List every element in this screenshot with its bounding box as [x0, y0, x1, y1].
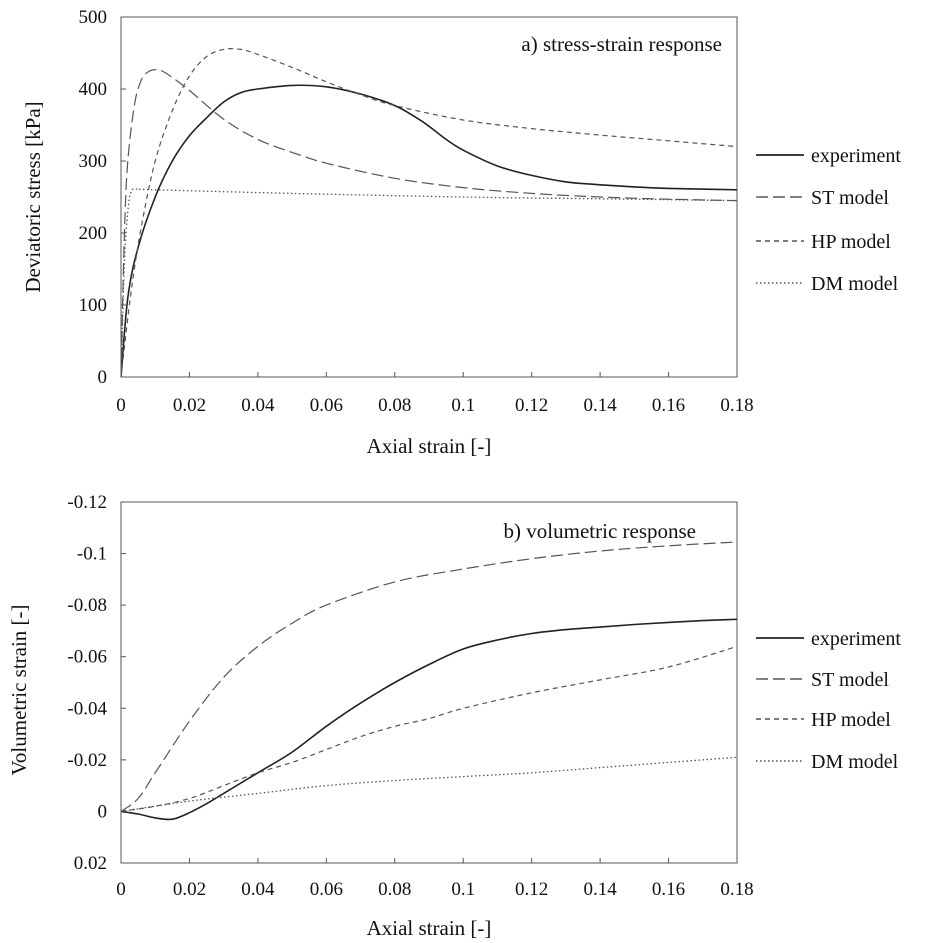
- x-tick-label: 0.18: [720, 879, 753, 900]
- legend-label-hp-model: HP model: [811, 231, 891, 253]
- x-tick-label: 0.08: [378, 395, 411, 416]
- x-tick-label: 0.02: [173, 395, 206, 416]
- plot-frame: [120, 16, 738, 378]
- legend-label-experiment: experiment: [811, 628, 901, 650]
- x-tick-label: 0.1: [451, 879, 475, 900]
- chart-a-x-axis-label: Axial strain [-]: [367, 434, 492, 458]
- x-tick-label: 0.08: [378, 879, 411, 900]
- x-tick-label: 0.16: [652, 879, 685, 900]
- legend-label-experiment: experiment: [811, 145, 901, 167]
- chart-b-x-axis-label: Axial strain [-]: [367, 916, 492, 940]
- x-tick-label: 0.02: [173, 879, 206, 900]
- series-line-st-model: [121, 541, 737, 812]
- x-tick-label: 0.16: [652, 395, 685, 416]
- y-tick-label: -0.1: [77, 544, 107, 565]
- x-tick-label: 0.18: [720, 395, 753, 416]
- y-tick-label: 0: [98, 801, 108, 822]
- x-tick-label: 0: [116, 879, 126, 900]
- y-tick-label: 500: [79, 7, 108, 28]
- series-line-experiment: [121, 618, 737, 821]
- x-tick-label: 0.1: [451, 395, 475, 416]
- legend-label-dm-model: DM model: [811, 273, 899, 295]
- y-tick-label: 200: [79, 223, 108, 244]
- stress-strain-chart: a) stress-strain response Axial strain […: [21, 7, 901, 458]
- series-line-dm-model: [121, 188, 737, 377]
- chart-b-annotation: b) volumetric response: [504, 519, 696, 543]
- x-tick-label: 0.06: [310, 395, 343, 416]
- series-line-dm-model: [121, 756, 737, 813]
- x-tick-label: 0.04: [241, 879, 275, 900]
- x-tick-label: 0.14: [583, 395, 617, 416]
- y-tick-label: -0.04: [67, 698, 107, 719]
- x-tick-label: 0.04: [241, 395, 275, 416]
- legend-label-hp-model: HP model: [811, 709, 891, 731]
- y-tick-label: -0.08: [67, 595, 107, 616]
- x-tick-label: 0: [116, 395, 126, 416]
- legend-label-st-model: ST model: [811, 187, 889, 209]
- y-tick-label: 0.02: [74, 853, 107, 874]
- volumetric-chart: b) volumetric response Axial strain [-] …: [7, 492, 901, 940]
- x-tick-label: 0.14: [583, 879, 617, 900]
- x-tick-label: 0.06: [310, 879, 343, 900]
- plot-frame: [120, 501, 738, 864]
- x-tick-label: 0.12: [515, 395, 548, 416]
- y-tick-label: 400: [79, 79, 108, 100]
- y-tick-label: 300: [79, 151, 108, 172]
- y-tick-label: -0.12: [67, 492, 107, 513]
- chart-a-y-axis-label: Deviatoric stress [kPa]: [21, 101, 45, 292]
- y-tick-label: -0.06: [67, 647, 107, 668]
- series-line-hp-model: [121, 48, 737, 377]
- series-line-experiment: [121, 84, 737, 377]
- y-tick-label: -0.02: [67, 750, 107, 771]
- legend-label-st-model: ST model: [811, 669, 889, 691]
- chart-a-annotation: a) stress-strain response: [521, 32, 722, 56]
- x-tick-label: 0.12: [515, 879, 548, 900]
- y-tick-label: 100: [79, 295, 108, 316]
- y-tick-label: 0: [98, 367, 108, 388]
- chart-b-y-axis-label: Volumetric strain [-]: [7, 604, 31, 775]
- series-line-st-model: [121, 68, 737, 377]
- series-line-hp-model: [121, 645, 737, 812]
- legend-label-dm-model: DM model: [811, 751, 899, 773]
